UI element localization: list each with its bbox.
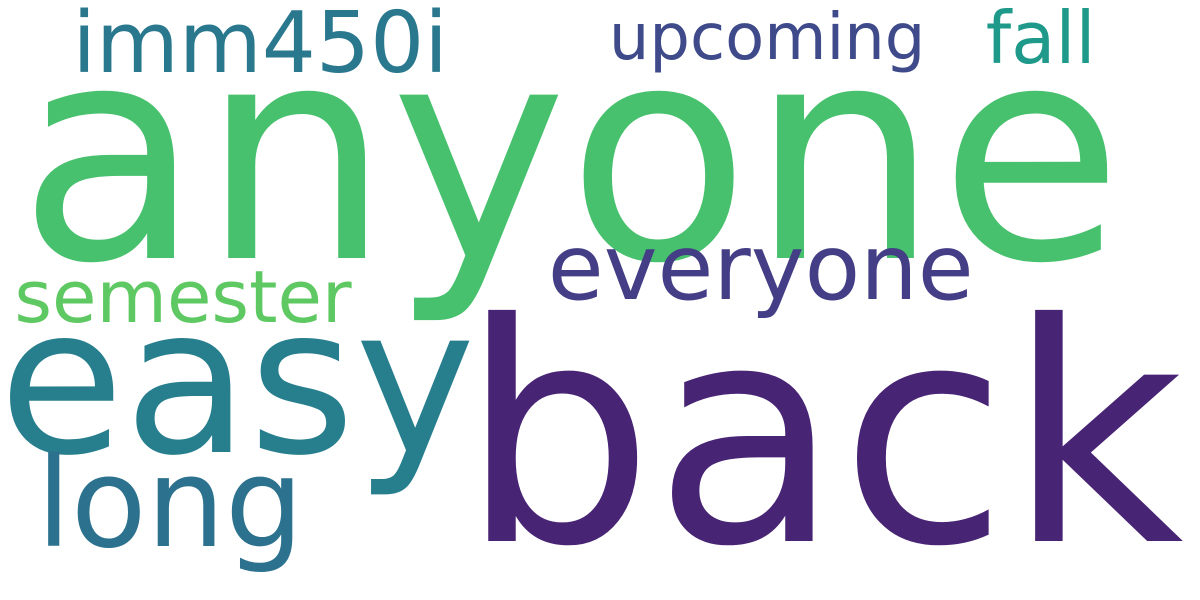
word-everyone: everyone <box>547 215 974 321</box>
word-upcoming: upcoming <box>608 0 926 75</box>
word-easy: easy <box>0 263 476 501</box>
word-anyone: anyone <box>18 0 1123 330</box>
word-fall: fall <box>985 0 1096 81</box>
word-long: long <box>36 432 304 577</box>
word-semester: semester <box>14 255 352 340</box>
word-imm450i: imm450i <box>72 0 448 93</box>
word-back: back <box>460 259 1184 600</box>
